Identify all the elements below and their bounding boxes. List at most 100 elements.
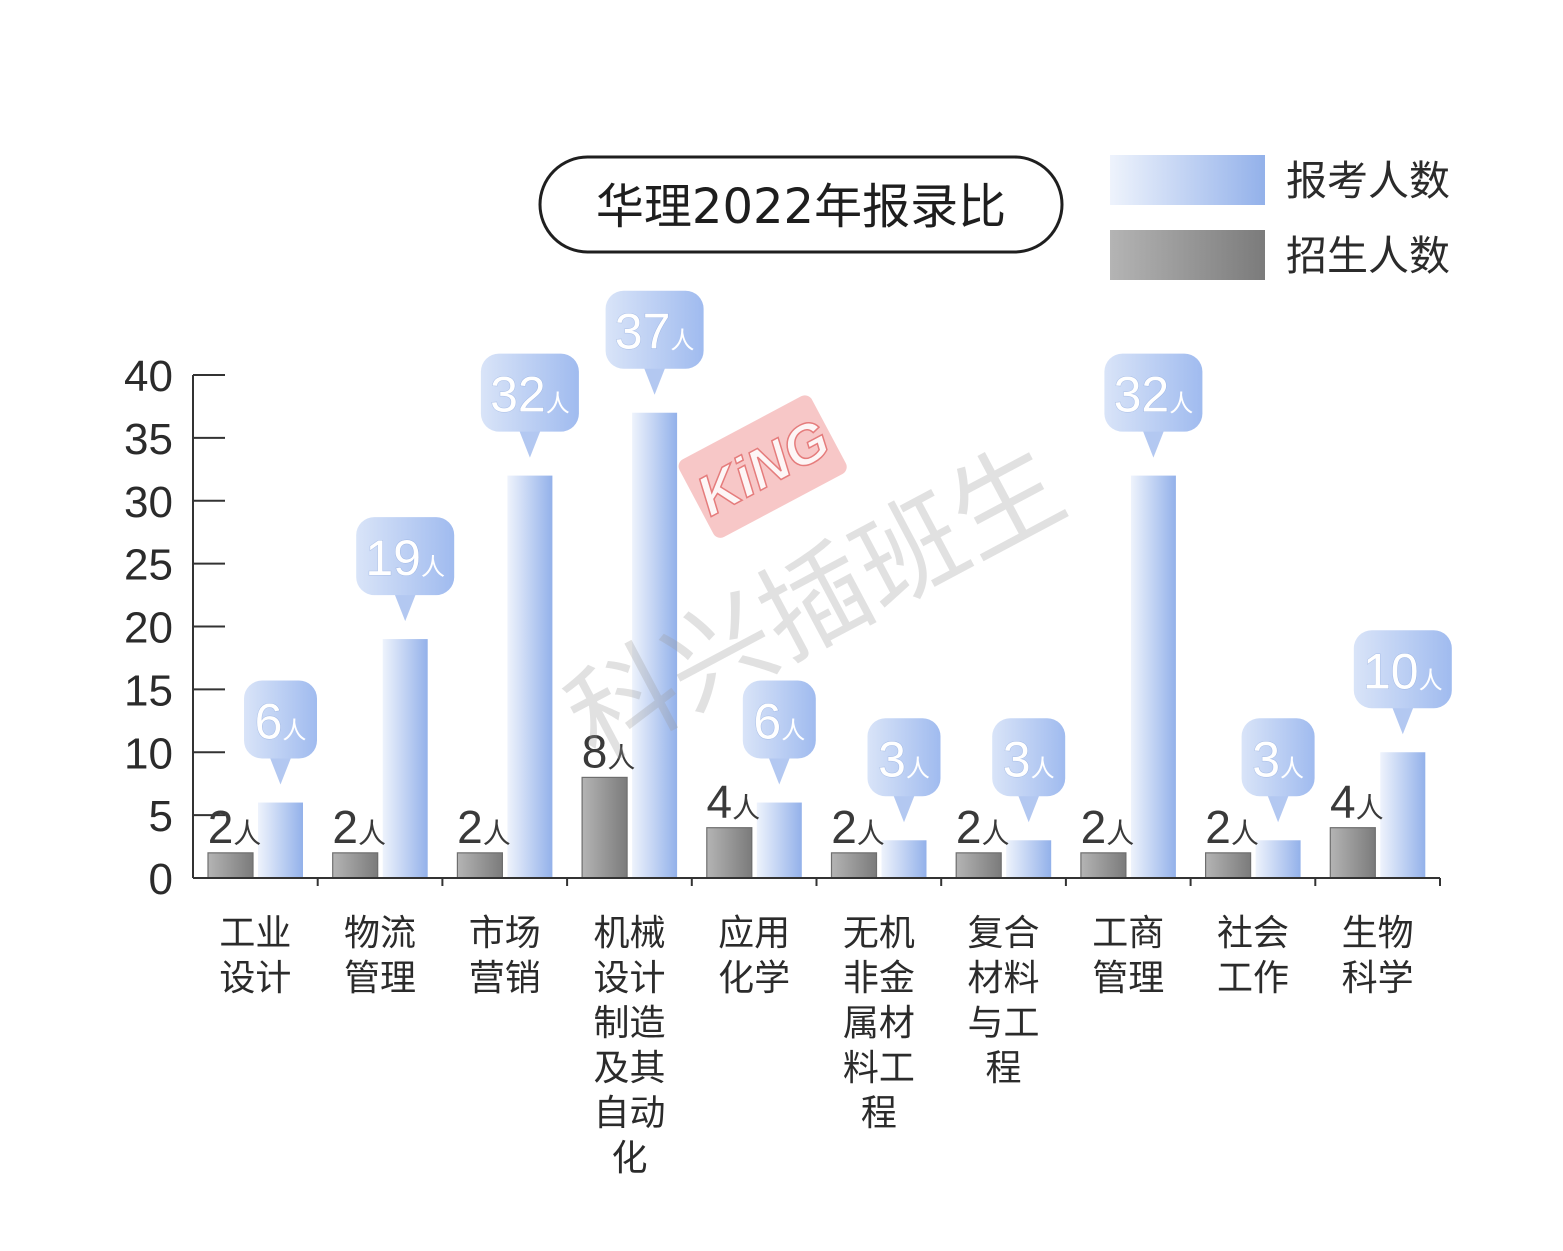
watermark-logo: KiNG (678, 395, 847, 538)
x-tick-label: 机械设计制造及其自动化 (593, 913, 665, 1179)
data-label-unit: 人 (546, 390, 570, 418)
callout-applicants: 3人 (992, 718, 1066, 823)
x-tick-label-line: 设计 (219, 958, 291, 999)
data-label-value: 4 (1330, 776, 1356, 828)
x-tick-label-line: 管理 (1092, 958, 1164, 999)
data-label-value: 2 (457, 801, 483, 853)
callout-pointer (1391, 706, 1414, 735)
data-label-applicants: 10人 (1363, 643, 1443, 699)
data-labels: 2人6人2人19人2人32人8人37人4人6人2人3人2人3人2人32人2人3人… (208, 290, 1452, 853)
callout-pointer (643, 366, 666, 395)
x-tick-label-line: 材料 (968, 958, 1040, 999)
callout-pointer (518, 429, 541, 458)
data-label-value: 6 (255, 694, 283, 750)
data-label-value: 3 (1003, 731, 1031, 787)
chart-title: 华理2022年报录比 (538, 155, 1064, 254)
data-label-applicants: 3人 (1252, 731, 1304, 787)
data-label-unit: 人 (282, 717, 306, 745)
data-label-applicants: 3人 (1003, 731, 1055, 787)
data-label-unit: 人 (1280, 754, 1304, 782)
bar-enrollment (706, 827, 753, 879)
data-label-enrollment: 2人 (208, 801, 262, 853)
x-tick-label-line: 工商 (1092, 913, 1164, 954)
x-tick-label-line: 复合 (968, 913, 1040, 954)
data-label-value: 32 (490, 367, 546, 423)
data-label-enrollment: 4人 (706, 776, 760, 828)
callout-pointer (1017, 794, 1040, 823)
legend-swatch-applicants (1110, 155, 1265, 205)
data-label-unit: 人 (781, 717, 805, 745)
data-label-enrollment: 2人 (1081, 801, 1135, 853)
bar-enrollment (955, 852, 1002, 879)
callout-bubble (356, 517, 455, 596)
bar-applicants (756, 802, 802, 878)
x-tick-label: 工业设计 (219, 913, 291, 999)
data-label-value: 2 (1081, 801, 1107, 853)
legend-swatch-enrollment (1110, 230, 1265, 280)
bar-applicants (632, 412, 678, 878)
x-tick-label-line: 设计 (593, 958, 665, 999)
bar-enrollment (581, 776, 628, 879)
callout-pointer (1142, 429, 1165, 458)
callout-bubble (867, 718, 941, 797)
data-label-unit: 人 (906, 754, 930, 782)
bar-enrollment (456, 852, 503, 879)
x-tick-label: 生物科学 (1342, 913, 1414, 999)
data-label-unit: 人 (1031, 754, 1055, 782)
x-tick-label-line: 应用 (718, 913, 790, 954)
data-label-unit: 人 (421, 553, 445, 581)
callout-pointer (1267, 794, 1290, 823)
callout-applicants: 37人 (605, 290, 704, 395)
data-label-value: 8 (582, 725, 608, 777)
x-tick-label-line: 物流 (344, 913, 416, 954)
data-label-enrollment: 2人 (956, 801, 1010, 853)
x-tick-label-line: 管理 (344, 958, 416, 999)
bar-applicants (1380, 752, 1426, 878)
data-label-unit: 人 (1356, 792, 1384, 825)
data-label-enrollment: 4人 (1330, 776, 1384, 828)
callout-bubble (1104, 353, 1203, 432)
data-label-value: 2 (332, 801, 358, 853)
y-tick-label: 0 (149, 855, 173, 904)
data-label-applicants: 32人 (1114, 367, 1194, 423)
bar-applicants (258, 802, 303, 878)
bar-applicants (1255, 840, 1301, 878)
x-tick-label-line: 程 (986, 1048, 1022, 1089)
data-label-unit: 人 (233, 817, 261, 850)
data-label-applicants: 37人 (615, 304, 695, 360)
data-label-applicants: 6人 (753, 694, 805, 750)
title-box (538, 155, 1064, 254)
x-tick-label-line: 及其 (593, 1048, 665, 1089)
data-label-value: 3 (1252, 731, 1280, 787)
bar-enrollment (207, 852, 254, 879)
callout-bubble (244, 680, 317, 759)
bar-enrollment (332, 852, 379, 879)
data-label-value: 3 (878, 731, 906, 787)
data-label-unit: 人 (670, 327, 694, 355)
bars (207, 412, 1426, 879)
x-tick-label-line: 社会 (1217, 913, 1289, 954)
data-label-value: 4 (706, 776, 732, 828)
x-tick-labels: 工业设计物流管理市场营销机械设计制造及其自动化应用化学无机非金属材料工程复合材料… (219, 913, 1413, 1179)
legend-label-enrollment: 招生人数 (1286, 232, 1450, 280)
x-tick-label-line: 属材 (843, 1003, 915, 1044)
bar-applicants (507, 475, 553, 878)
callout-pointer (893, 794, 915, 823)
axes: 0 5 10 15 20 25 30 35 40 (124, 352, 1441, 904)
data-label-value: 32 (1114, 367, 1170, 423)
bar-enrollment (830, 852, 878, 879)
data-label-value: 10 (1363, 643, 1419, 699)
data-label-unit: 人 (1231, 817, 1259, 850)
callout-pointer (768, 756, 791, 785)
callout-applicants: 3人 (1241, 718, 1315, 823)
data-label-unit: 人 (358, 817, 386, 850)
watermark-logo-box (678, 395, 847, 538)
x-tick-label-line: 生物 (1342, 913, 1414, 954)
bar-enrollment (1204, 852, 1252, 879)
data-label-unit: 人 (1106, 817, 1134, 850)
x-tick-label-line: 与工 (968, 1003, 1040, 1044)
x-tick-label: 无机非金属材料工程 (843, 913, 915, 1134)
data-label-value: 2 (208, 801, 234, 853)
legend: 报考人数 招生人数 (1110, 155, 1450, 280)
y-tick-label: 10 (124, 729, 173, 778)
